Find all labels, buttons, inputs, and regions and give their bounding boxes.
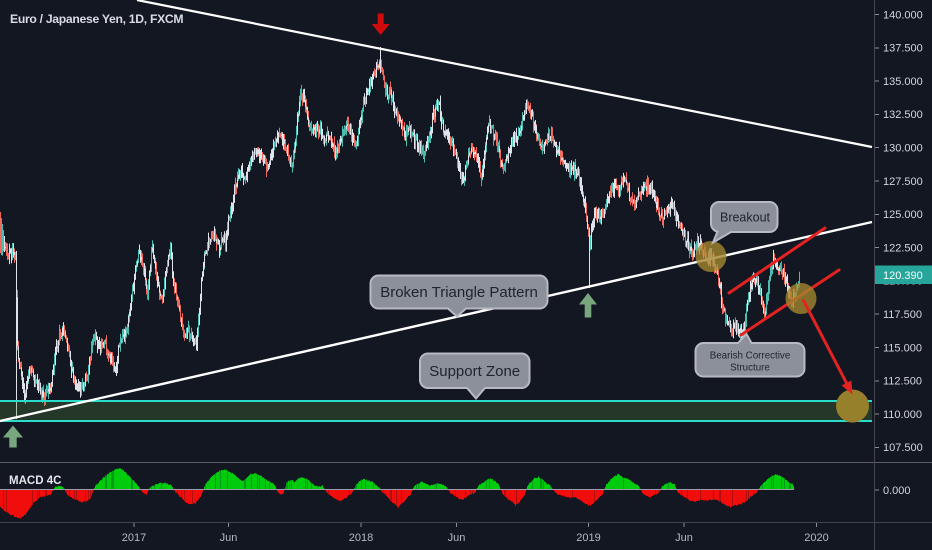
svg-text:Support Zone: Support Zone (429, 363, 520, 380)
svg-text:107.500: 107.500 (883, 442, 923, 454)
svg-text:2018: 2018 (349, 532, 373, 544)
svg-text:110.000: 110.000 (883, 409, 922, 421)
svg-text:2017: 2017 (122, 532, 146, 544)
svg-text:122.500: 122.500 (883, 242, 923, 254)
svg-text:132.500: 132.500 (883, 109, 923, 121)
svg-text:115.000: 115.000 (883, 342, 922, 354)
svg-text:127.500: 127.500 (883, 176, 923, 188)
svg-text:Structure: Structure (730, 363, 770, 374)
svg-text:Breakout: Breakout (720, 211, 771, 225)
svg-text:130.000: 130.000 (883, 143, 923, 155)
svg-text:MACD 4C: MACD 4C (9, 475, 61, 487)
svg-text:Broken Triangle Pattern: Broken Triangle Pattern (380, 284, 538, 301)
svg-text:Bearish Corrective: Bearish Corrective (710, 351, 791, 362)
svg-text:2020: 2020 (804, 532, 828, 544)
svg-text:137.500: 137.500 (883, 43, 923, 55)
svg-text:117.500: 117.500 (883, 309, 922, 321)
svg-text:135.000: 135.000 (883, 76, 923, 88)
svg-text:Jun: Jun (675, 532, 693, 544)
svg-text:Jun: Jun (448, 532, 466, 544)
svg-text:120.390: 120.390 (883, 270, 923, 282)
svg-text:Jun: Jun (220, 532, 238, 544)
svg-text:0.000: 0.000 (883, 485, 911, 497)
svg-text:125.000: 125.000 (883, 209, 923, 221)
svg-text:2019: 2019 (576, 532, 600, 544)
svg-text:Euro / Japanese Yen, 1D, FXCM: Euro / Japanese Yen, 1D, FXCM (10, 12, 183, 26)
svg-text:140.000: 140.000 (883, 9, 923, 21)
svg-text:112.500: 112.500 (883, 376, 922, 388)
